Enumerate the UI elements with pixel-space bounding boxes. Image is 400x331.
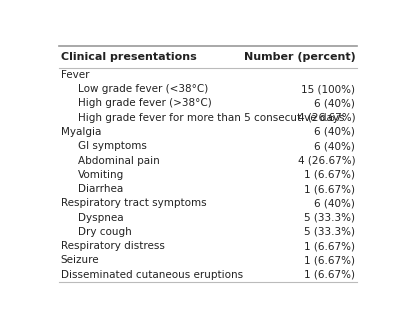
Text: 1 (6.67%): 1 (6.67%)	[304, 184, 355, 194]
Text: High grade fever (>38°C): High grade fever (>38°C)	[78, 98, 212, 109]
Text: Dry cough: Dry cough	[78, 227, 132, 237]
Text: Vomiting: Vomiting	[78, 170, 124, 180]
Text: High grade fever for more than 5 consecutive days: High grade fever for more than 5 consecu…	[78, 113, 344, 123]
Text: Number (percent): Number (percent)	[244, 52, 355, 62]
Text: 15 (100%): 15 (100%)	[301, 84, 355, 94]
Text: Fever: Fever	[61, 70, 89, 80]
Text: Respiratory tract symptoms: Respiratory tract symptoms	[61, 198, 206, 208]
Text: 6 (40%): 6 (40%)	[314, 198, 355, 208]
Text: 6 (40%): 6 (40%)	[314, 141, 355, 151]
Text: Clinical presentations: Clinical presentations	[61, 52, 197, 62]
Text: 5 (33.3%): 5 (33.3%)	[304, 213, 355, 223]
Text: Disseminated cutaneous eruptions: Disseminated cutaneous eruptions	[61, 270, 243, 280]
Text: GI symptoms: GI symptoms	[78, 141, 147, 151]
Text: Respiratory distress: Respiratory distress	[61, 241, 165, 251]
Text: 4 (26.67%): 4 (26.67%)	[298, 156, 355, 166]
Text: 5 (33.3%): 5 (33.3%)	[304, 227, 355, 237]
Text: 1 (6.67%): 1 (6.67%)	[304, 256, 355, 265]
Text: 6 (40%): 6 (40%)	[314, 127, 355, 137]
Text: Abdominal pain: Abdominal pain	[78, 156, 160, 166]
Text: Myalgia: Myalgia	[61, 127, 101, 137]
Text: Diarrhea: Diarrhea	[78, 184, 123, 194]
Text: Low grade fever (<38°C): Low grade fever (<38°C)	[78, 84, 208, 94]
Text: 1 (6.67%): 1 (6.67%)	[304, 270, 355, 280]
Text: 4 (26.67%): 4 (26.67%)	[298, 113, 355, 123]
Text: 6 (40%): 6 (40%)	[314, 98, 355, 109]
Text: 1 (6.67%): 1 (6.67%)	[304, 170, 355, 180]
Text: Seizure: Seizure	[61, 256, 100, 265]
Text: 1 (6.67%): 1 (6.67%)	[304, 241, 355, 251]
Text: Dyspnea: Dyspnea	[78, 213, 124, 223]
